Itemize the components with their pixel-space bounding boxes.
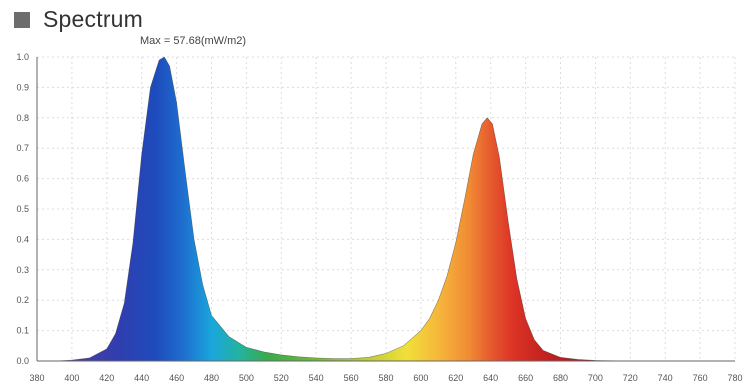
x-tick-label: 780 [727, 373, 742, 383]
y-tick-label: 0.8 [16, 113, 29, 123]
x-tick-label: 640 [483, 373, 498, 383]
y-tick-label: 0.2 [16, 295, 29, 305]
x-tick-label: 420 [99, 373, 114, 383]
x-tick-label: 720 [623, 373, 638, 383]
x-tick-label: 620 [448, 373, 463, 383]
y-tick-labels: 0.0 0.1 0.2 0.3 0.4 0.5 0.6 0.7 0.8 0.9 1.0 [16, 52, 29, 366]
x-tick-label: 520 [274, 373, 289, 383]
chart-header: Spectrum [14, 6, 143, 33]
x-tick-label: 540 [309, 373, 324, 383]
x-tick-label: 380 [29, 373, 44, 383]
axes [36, 57, 735, 362]
x-tick-label: 500 [239, 373, 254, 383]
spectrum-area-layer [37, 56, 735, 362]
y-tick-label: 0.1 [16, 326, 29, 336]
y-tick-label: 0.0 [16, 356, 29, 366]
y-tick-label: 0.7 [16, 143, 29, 153]
x-tick-label: 760 [693, 373, 708, 383]
y-tick-label: 0.3 [16, 265, 29, 275]
y-tick-label: 0.6 [16, 174, 29, 184]
chart-title: Spectrum [43, 6, 144, 32]
x-tick-label: 700 [588, 373, 603, 383]
x-tick-label: 560 [344, 373, 359, 383]
x-tick-label: 680 [553, 373, 568, 383]
legend-square-icon [14, 11, 30, 28]
x-tick-label: 660 [518, 373, 533, 383]
x-tick-label: 580 [378, 373, 393, 383]
x-tick-label: 600 [413, 373, 428, 383]
x-tick-label: 440 [134, 373, 149, 383]
y-tick-label: 0.9 [16, 82, 29, 92]
x-tick-label: 460 [169, 373, 184, 383]
max-annotation: Max = 57.68(mW/m2) [140, 35, 247, 47]
spectrum-area [37, 56, 735, 362]
x-tick-label: 740 [658, 373, 673, 383]
y-tick-label: 1.0 [16, 52, 29, 62]
x-tick-label: 480 [204, 373, 219, 383]
x-tick-labels: 380 400 420 440 460 480 500 520 540 560 580 600 620 6… [29, 373, 742, 383]
y-tick-label: 0.5 [16, 204, 29, 214]
y-tick-label: 0.4 [16, 234, 29, 244]
x-tick-label: 400 [64, 373, 79, 383]
